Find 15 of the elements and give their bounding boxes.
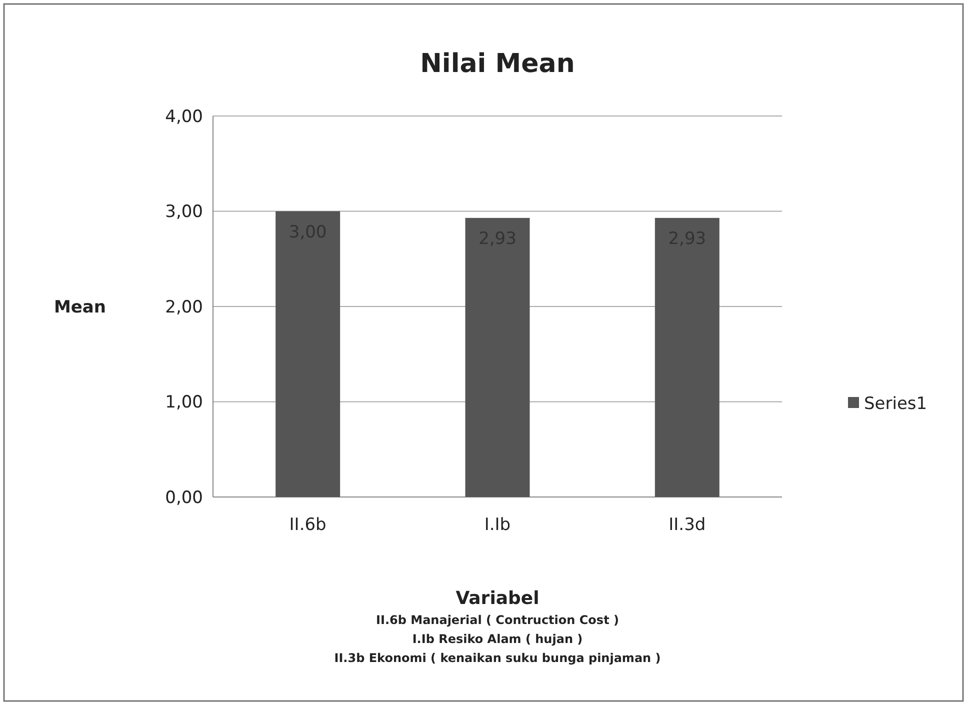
y-axis-title: Mean xyxy=(54,297,106,318)
text: I.Ib Resiko Alam ( hujan ) xyxy=(412,632,583,646)
y-tick-label: 4,00 xyxy=(165,106,203,127)
y-tick-label: 3,00 xyxy=(165,202,203,222)
x-tick-label: I.Ib xyxy=(484,515,511,535)
y-tick-label: 1,00 xyxy=(165,392,203,413)
text: II.6b Manajerial ( Contruction Cost ) xyxy=(376,613,619,627)
x-axis-title: Variabel xyxy=(456,588,540,609)
x-tick-label: II.3d xyxy=(668,515,706,535)
legend-label: Series1 xyxy=(864,394,928,414)
y-tick-label: 2,00 xyxy=(165,297,203,318)
y-tick-label: 0,00 xyxy=(165,488,203,508)
chart-title: Nilai Mean xyxy=(420,49,575,79)
x-tick-label: II.6b xyxy=(289,515,326,535)
text: II.3b Ekonomi ( kenaikan suku bunga pinjaman ) xyxy=(334,651,661,665)
